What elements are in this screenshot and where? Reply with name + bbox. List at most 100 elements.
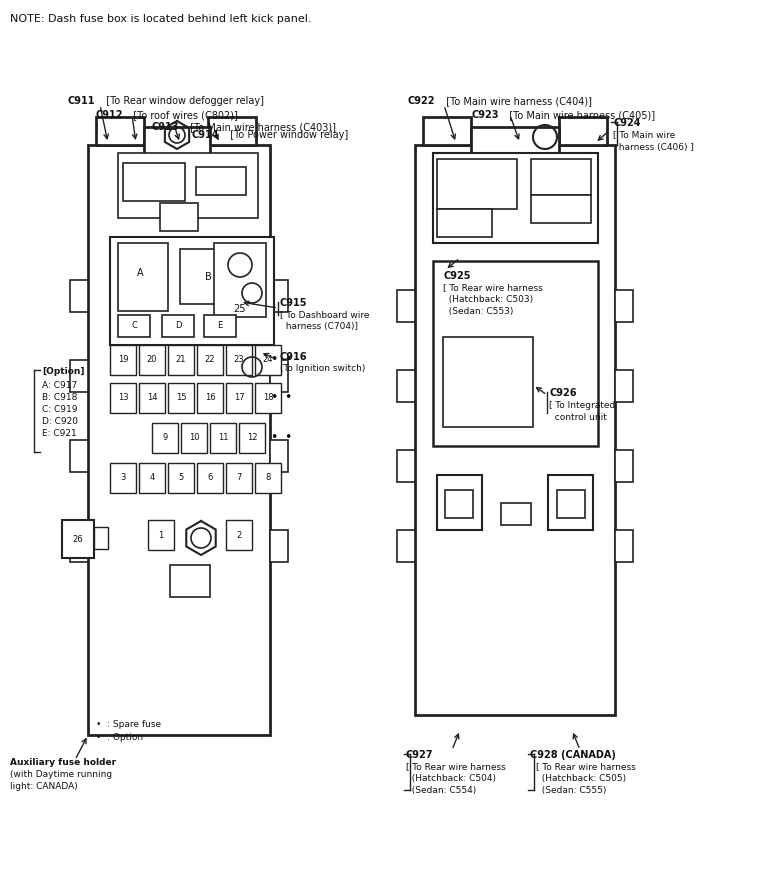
Text: C911: C911: [68, 96, 95, 106]
Text: (Sedan: C553): (Sedan: C553): [443, 307, 513, 316]
Bar: [94, 527, 108, 549]
Text: C926: C926: [549, 388, 577, 398]
Text: [ To Rear wire harness: [ To Rear wire harness: [443, 283, 543, 292]
Bar: [415, 145, 615, 715]
Text: C916: C916: [280, 352, 307, 362]
Bar: [110, 237, 274, 345]
Bar: [168, 345, 194, 375]
Text: 17: 17: [233, 394, 244, 403]
Bar: [118, 153, 258, 218]
Bar: [270, 530, 288, 562]
Bar: [423, 117, 471, 145]
Text: C925: C925: [443, 271, 471, 281]
Text: 14: 14: [147, 394, 157, 403]
Text: C912: C912: [95, 110, 123, 120]
Text: •: •: [284, 431, 292, 445]
Text: C913: C913: [152, 122, 180, 132]
Bar: [255, 345, 281, 375]
Text: 24: 24: [263, 355, 273, 365]
Bar: [96, 117, 144, 145]
Text: C922: C922: [408, 96, 435, 106]
Bar: [197, 383, 223, 413]
Bar: [162, 315, 194, 337]
Text: [To Main wire harness (C403)]: [To Main wire harness (C403)]: [184, 122, 336, 132]
Text: [ To Main wire: [ To Main wire: [613, 130, 675, 139]
Bar: [214, 243, 266, 317]
Bar: [443, 337, 533, 427]
Text: 12: 12: [247, 433, 257, 443]
Text: [To Rear window defogger relay]: [To Rear window defogger relay]: [100, 96, 264, 106]
Bar: [270, 440, 288, 472]
Bar: [437, 209, 492, 237]
Text: E: C921: E: C921: [42, 429, 77, 438]
Bar: [397, 370, 415, 402]
Text: (Hatchback: C503): (Hatchback: C503): [443, 295, 533, 304]
Text: •: •: [270, 431, 278, 445]
Text: 4: 4: [149, 474, 154, 482]
Text: A: A: [137, 268, 144, 278]
Bar: [559, 117, 607, 145]
Text: 18: 18: [263, 394, 273, 403]
Text: 13: 13: [118, 394, 128, 403]
Bar: [168, 383, 194, 413]
Bar: [445, 490, 473, 518]
Bar: [615, 370, 633, 402]
Text: [To roof wires (C802)]: [To roof wires (C802)]: [127, 110, 238, 120]
Bar: [433, 153, 598, 243]
Bar: [531, 195, 591, 223]
Bar: [70, 440, 88, 472]
Bar: [197, 345, 223, 375]
Text: (with Daytime running: (with Daytime running: [10, 770, 112, 779]
Bar: [615, 530, 633, 562]
Text: [ To Rear wire harness: [ To Rear wire harness: [536, 762, 636, 771]
Text: [ To Dashboard wire: [ To Dashboard wire: [280, 310, 369, 319]
Text: B: C918: B: C918: [42, 393, 78, 402]
Bar: [197, 463, 223, 493]
Text: (To Ignition switch): (To Ignition switch): [280, 364, 366, 373]
Bar: [615, 450, 633, 482]
Text: B: B: [204, 272, 211, 282]
Bar: [270, 280, 288, 312]
Bar: [239, 423, 265, 453]
Text: (Sedan: C554): (Sedan: C554): [406, 786, 476, 795]
Text: 22: 22: [205, 355, 215, 365]
Text: [ To Rear wire harness: [ To Rear wire harness: [406, 762, 506, 771]
Text: (Hatchback: C504): (Hatchback: C504): [406, 774, 496, 783]
Bar: [170, 565, 210, 597]
Bar: [70, 530, 88, 562]
Text: D: D: [175, 322, 181, 331]
Text: C: C: [131, 322, 137, 331]
Text: •: •: [284, 353, 292, 367]
Bar: [255, 463, 281, 493]
Bar: [148, 520, 174, 550]
Text: C923: C923: [471, 110, 498, 120]
Bar: [204, 315, 236, 337]
Text: 8: 8: [265, 474, 270, 482]
Text: 5: 5: [178, 474, 184, 482]
Text: 2: 2: [237, 531, 242, 539]
Bar: [196, 167, 246, 195]
Text: C927: C927: [406, 750, 433, 760]
Bar: [471, 127, 559, 165]
Text: 15: 15: [176, 394, 187, 403]
Text: 9: 9: [162, 433, 167, 443]
Bar: [397, 450, 415, 482]
Bar: [433, 261, 598, 446]
Bar: [139, 383, 165, 413]
Text: [To Main wire harness (C405)]: [To Main wire harness (C405)]: [503, 110, 655, 120]
Bar: [226, 345, 252, 375]
Text: 6: 6: [207, 474, 213, 482]
Bar: [437, 159, 517, 209]
Bar: [270, 360, 288, 392]
Bar: [181, 423, 207, 453]
Text: 21: 21: [176, 355, 187, 365]
Text: control unit: control unit: [549, 413, 607, 422]
Bar: [144, 127, 210, 165]
Bar: [437, 475, 482, 530]
Bar: [70, 280, 88, 312]
Text: C924: C924: [613, 118, 641, 128]
Bar: [123, 163, 185, 201]
Text: 7: 7: [237, 474, 242, 482]
Text: NOTE: Dash fuse box is located behind left kick panel.: NOTE: Dash fuse box is located behind le…: [10, 14, 312, 24]
Bar: [180, 249, 238, 304]
